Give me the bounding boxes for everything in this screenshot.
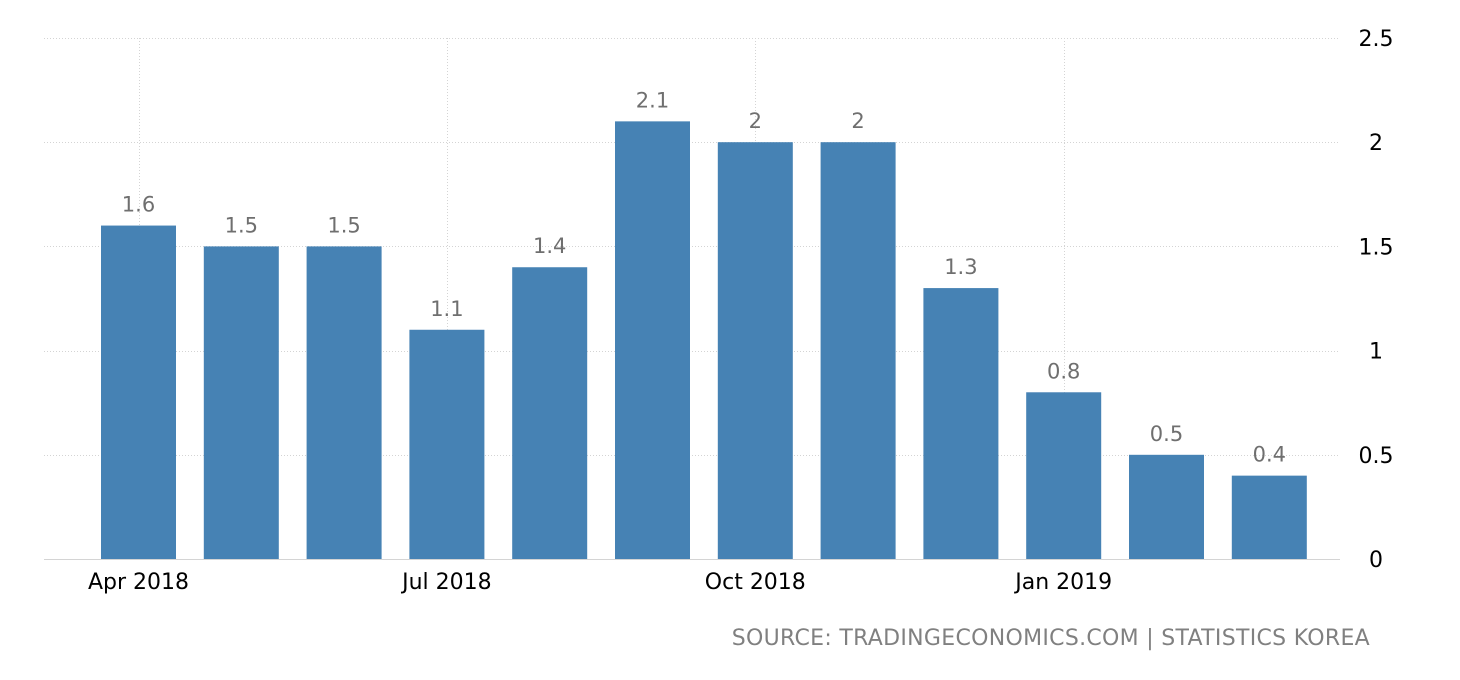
- bar-value-label: 2: [851, 109, 864, 133]
- bar: [820, 142, 896, 559]
- bar: [1026, 392, 1102, 559]
- bar: [306, 246, 382, 559]
- bar-value-label: 0.8: [1047, 359, 1080, 383]
- bar: [615, 121, 690, 560]
- y-tick-label: 0: [1369, 548, 1383, 573]
- x-tick-label: Apr 2018: [88, 570, 189, 595]
- x-axis-ticks: Apr 2018 Jul 2018 Oct 2018 Jan 2019: [88, 570, 1112, 595]
- bar: [101, 225, 176, 559]
- bar: [923, 288, 999, 559]
- bar: [1129, 454, 1204, 559]
- bar-value-label: 1.6: [122, 193, 155, 217]
- bar-value-label: 1.4: [533, 234, 566, 258]
- bar: [1231, 475, 1307, 559]
- source-note: SOURCE: TRADINGECONOMICS.COM | STATISTIC…: [731, 626, 1370, 651]
- x-tick-label: Oct 2018: [705, 570, 806, 595]
- bar-value-label: 1.1: [430, 297, 463, 321]
- x-tick-label: Jan 2019: [1013, 570, 1112, 595]
- y-tick-label: 1: [1369, 340, 1383, 365]
- bar-value-label: 2: [749, 109, 762, 133]
- bar-value-label: 1.3: [944, 255, 977, 279]
- data-labels: 1.6 1.5 1.5 1.1 1.4 2.1 2 2 1.3 0.8 0.5 0.4: [122, 88, 1286, 466]
- bar: [203, 246, 279, 559]
- y-axis-ticks: 0 0.5 1 1.5 2 2.5: [1359, 27, 1394, 573]
- bar-value-label: 2.1: [636, 88, 669, 112]
- bar-chart: 1.6 1.5 1.5 1.1 1.4 2.1 2 2 1.3 0.8 0.5 0.4 0 0.5 1 1.…: [44, 27, 1394, 595]
- bar-value-label: 0.4: [1253, 443, 1286, 467]
- bar: [409, 329, 485, 559]
- bar-value-label: 0.5: [1150, 422, 1183, 446]
- bar: [717, 142, 793, 559]
- x-tick-label: Jul 2018: [400, 570, 492, 595]
- y-tick-label: 2: [1369, 131, 1383, 156]
- bar-value-label: 1.5: [327, 213, 360, 237]
- y-tick-label: 1.5: [1359, 235, 1394, 260]
- bars: [101, 121, 1307, 560]
- y-tick-label: 2.5: [1359, 27, 1394, 52]
- bar-value-label: 1.5: [225, 213, 258, 237]
- y-tick-label: 0.5: [1359, 444, 1394, 469]
- bar: [512, 267, 588, 559]
